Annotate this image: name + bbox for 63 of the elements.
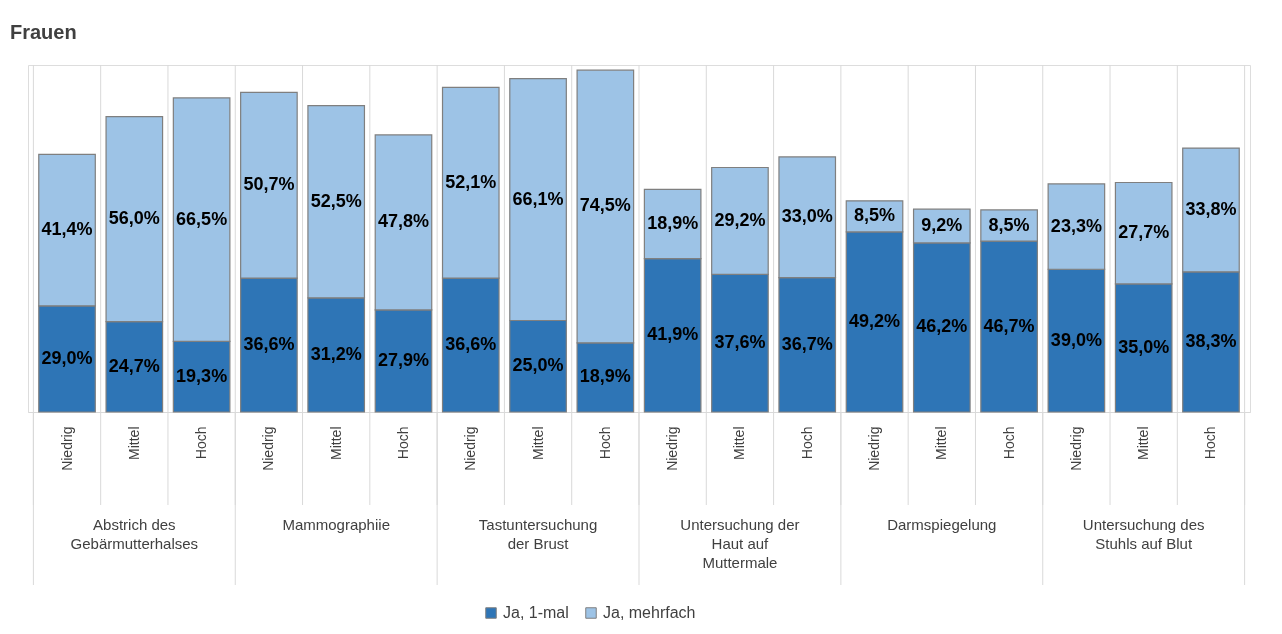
x-tick-label: Hoch [193,426,210,460]
text: Darmspiegelung [887,516,997,533]
data-label: 46,7% [983,315,1035,336]
x-tick-label: Niedrig [664,426,681,471]
data-label: 29,2% [714,209,766,230]
data-label: 8,5% [988,214,1030,235]
data-label: 9,2% [921,215,963,236]
data-label: 39,0% [1050,329,1102,350]
x-tick-label: Mittel [731,426,748,460]
data-label: 8,5% [854,205,896,226]
x-tick-label: Hoch [596,426,613,460]
text: Tastuntersuchung der Brust [478,516,598,552]
data-label: 66,1% [512,188,564,209]
x-tick-label: Niedrig [260,426,277,471]
data-label: 36,6% [243,334,295,355]
data-label: 38,3% [1185,330,1237,351]
data-label: 35,0% [1118,336,1170,357]
data-label: 24,7% [108,355,160,376]
x-tick-label: Mittel [327,426,344,460]
x-tick-label: Hoch [1000,426,1017,460]
data-label: 27,7% [1118,222,1170,243]
data-label: 49,2% [848,310,901,331]
x-tick-label: Niedrig [58,426,75,471]
data-label: 50,7% [243,174,295,195]
data-label: 29,0% [41,347,93,368]
x-tick-label: Niedrig [1067,426,1084,471]
legend-label: Ja, mehrfach [603,604,696,621]
data-label: 37,6% [714,332,766,353]
x-tick-label: Hoch [798,426,815,460]
text: Abstrich des Gebärmutterhalses [70,516,199,552]
data-label: 33,8% [1185,198,1237,219]
x-tick-label: Hoch [394,426,411,460]
data-label: 27,9% [377,349,430,370]
data-label: 47,8% [377,211,430,232]
data-label: 66,5% [176,208,228,229]
data-label: 23,3% [1050,215,1102,236]
data-label: 25,0% [512,355,564,376]
text: Mammographiie [282,516,390,533]
data-label: 41,9% [647,324,699,345]
x-tick-label: Hoch [1202,426,1219,460]
data-label: 18,9% [647,213,699,234]
x-tick-label: Mittel [1135,426,1152,460]
x-tick-label: Niedrig [462,426,479,471]
data-label: 52,5% [310,190,362,211]
chart-title: Frauen [10,20,77,43]
data-label: 56,0% [108,208,160,229]
x-tick-label: Mittel [933,426,950,460]
data-label: 74,5% [579,195,631,216]
data-label: 52,1% [445,171,497,192]
data-label: 36,7% [781,333,833,354]
x-tick-label: Mittel [529,426,546,460]
data-label: 31,2% [310,343,362,364]
data-label: 41,4% [41,219,93,240]
data-label: 33,0% [781,206,833,227]
text: Untersuchung der Haut auf Muttermale [680,516,800,571]
data-label: 19,3% [176,365,228,386]
x-tick-label: Mittel [125,426,142,460]
data-label: 46,2% [916,316,968,337]
x-tick-label: Niedrig [866,426,883,471]
data-label: 36,6% [445,334,497,355]
text: Untersuchung des Stuhls auf Blut [1082,516,1205,552]
data-label: 18,9% [579,366,631,387]
legend-label: Ja, 1-mal [503,604,569,621]
